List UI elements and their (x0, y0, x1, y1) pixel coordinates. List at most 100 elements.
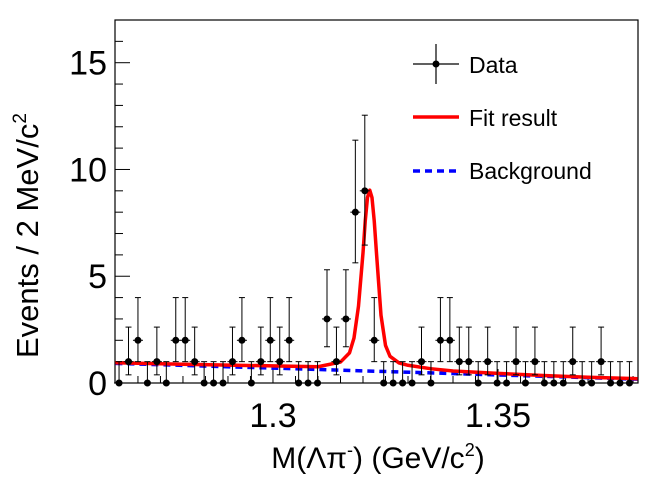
data-marker (427, 379, 435, 387)
data-point (548, 361, 559, 387)
data-point (132, 297, 143, 363)
data-marker (465, 358, 473, 366)
data-point (142, 361, 153, 387)
data-point (388, 361, 399, 387)
data-marker (342, 315, 350, 323)
x-tick-label: 1.3 (249, 397, 296, 435)
data-marker (351, 208, 359, 216)
data-point (463, 326, 474, 376)
data-point (236, 297, 247, 363)
data-marker (455, 358, 463, 366)
data-marker (625, 379, 633, 387)
data-point (624, 361, 635, 387)
x-axis-title: M(Λπ-) (GeV/c2) (271, 440, 484, 475)
legend-label-data: Data (469, 52, 518, 78)
data-marker (569, 358, 577, 366)
data-marker (219, 379, 227, 387)
y-axis-title: Events / 2 MeV/c2 (10, 113, 45, 358)
data-point (614, 361, 625, 387)
data-marker (531, 358, 539, 366)
data-point (473, 361, 484, 387)
data-marker (436, 336, 444, 344)
data-point (369, 297, 380, 363)
data-point (454, 326, 465, 376)
data-marker (210, 379, 218, 387)
data-point (416, 326, 427, 376)
data-marker (493, 379, 501, 387)
data-point (567, 326, 578, 376)
y-tick-label: 5 (88, 258, 107, 296)
data-marker (512, 358, 520, 366)
data-marker (181, 336, 189, 344)
legend: Data Fit result Background (413, 44, 592, 184)
data-marker (361, 187, 369, 195)
data-marker (143, 379, 151, 387)
data-point (586, 361, 597, 387)
data-marker (314, 379, 322, 387)
data-marker (295, 379, 303, 387)
data-point (397, 361, 408, 387)
data-marker (276, 358, 284, 366)
data-marker (200, 379, 208, 387)
data-point (435, 297, 446, 363)
data-point (161, 361, 172, 387)
fit-curve (115, 188, 638, 381)
data-marker (125, 358, 133, 366)
data-point (501, 361, 512, 387)
data-point (255, 326, 266, 376)
data-point (340, 269, 351, 348)
data-point (170, 297, 181, 363)
data-point (331, 326, 342, 376)
data-marker (588, 379, 596, 387)
data-marker (474, 379, 482, 387)
plot-frame (114, 19, 639, 384)
y-tick-label: 15 (69, 45, 107, 83)
data-marker (380, 379, 388, 387)
data-marker (247, 379, 255, 387)
data-marker (172, 336, 180, 344)
data-point (558, 361, 569, 387)
data-marker (162, 379, 170, 387)
data-point (151, 326, 162, 376)
data-point (482, 326, 493, 376)
data-marker (578, 379, 586, 387)
y-tick-label: 0 (88, 365, 107, 403)
data-marker (540, 379, 548, 387)
data-point (407, 361, 418, 387)
data-point (520, 361, 531, 387)
data-point (199, 361, 210, 387)
data-marker (559, 379, 567, 387)
data-marker (597, 358, 605, 366)
data-point (227, 326, 238, 376)
data-point (246, 361, 257, 387)
data-point (303, 361, 314, 387)
data-marker (616, 379, 624, 387)
data-point (350, 139, 361, 264)
data-marker (521, 379, 529, 387)
data-point (180, 297, 191, 363)
data-point (218, 361, 229, 387)
data-marker (550, 379, 558, 387)
data-point (425, 361, 436, 387)
data-marker (191, 358, 199, 366)
data-point (444, 297, 455, 363)
data-point (123, 326, 134, 376)
data-point (605, 361, 616, 387)
legend-entry-fit: Fit result (413, 105, 558, 131)
data-marker (153, 358, 161, 366)
legend-entry-data: Data (413, 44, 518, 84)
data-marker (484, 358, 492, 366)
data-point (293, 361, 304, 387)
data-marker (418, 358, 426, 366)
data-marker (238, 336, 246, 344)
data-marker (399, 379, 407, 387)
data-point (265, 297, 276, 363)
legend-label-background: Background (469, 158, 592, 184)
data-marker (332, 358, 340, 366)
data-point (321, 269, 332, 348)
legend-label-fit: Fit result (469, 105, 558, 131)
data-marker (115, 379, 123, 387)
x-tick-label: 1.35 (465, 397, 531, 435)
data-point (596, 326, 607, 376)
